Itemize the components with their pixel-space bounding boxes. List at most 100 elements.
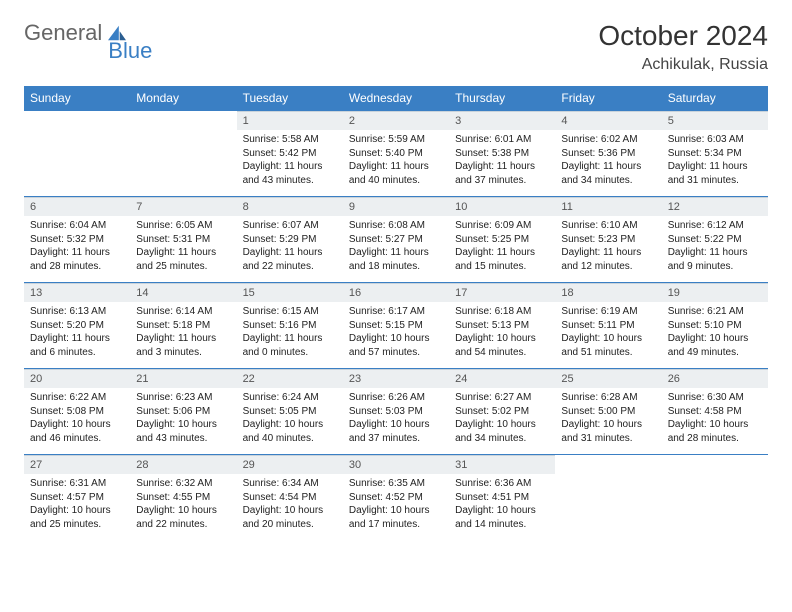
daylight-text: Daylight: 10 hours and 34 minutes. [455,418,549,445]
sunset-text: Sunset: 5:34 PM [668,147,762,161]
daylight-text: Daylight: 11 hours and 37 minutes. [455,160,549,187]
daylight-text: Daylight: 11 hours and 18 minutes. [349,246,443,273]
day-number: 3 [449,111,555,130]
sunrise-text: Sunrise: 5:58 AM [243,133,337,147]
sunset-text: Sunset: 4:52 PM [349,491,443,505]
calendar-cell: 2Sunrise: 5:59 AMSunset: 5:40 PMDaylight… [343,111,449,197]
day-number: 12 [662,197,768,216]
sunrise-text: Sunrise: 6:23 AM [136,391,230,405]
daylight-text: Daylight: 11 hours and 15 minutes. [455,246,549,273]
sunrise-text: Sunrise: 6:07 AM [243,219,337,233]
day-info: Sunrise: 6:03 AMSunset: 5:34 PMDaylight:… [662,130,768,189]
sunrise-text: Sunrise: 6:24 AM [243,391,337,405]
daylight-text: Daylight: 11 hours and 0 minutes. [243,332,337,359]
day-info: Sunrise: 6:27 AMSunset: 5:02 PMDaylight:… [449,388,555,447]
sunrise-text: Sunrise: 6:30 AM [668,391,762,405]
day-number: 29 [237,455,343,474]
day-info: Sunrise: 6:18 AMSunset: 5:13 PMDaylight:… [449,302,555,361]
calendar-cell: 13Sunrise: 6:13 AMSunset: 5:20 PMDayligh… [24,283,130,369]
day-info: Sunrise: 6:32 AMSunset: 4:55 PMDaylight:… [130,474,236,533]
calendar-cell: 9Sunrise: 6:08 AMSunset: 5:27 PMDaylight… [343,197,449,283]
day-info: Sunrise: 6:05 AMSunset: 5:31 PMDaylight:… [130,216,236,275]
header: General Blue October 2024 Achikulak, Rus… [24,20,768,74]
sunset-text: Sunset: 5:25 PM [455,233,549,247]
daylight-text: Daylight: 10 hours and 31 minutes. [561,418,655,445]
sunset-text: Sunset: 5:13 PM [455,319,549,333]
sunrise-text: Sunrise: 6:28 AM [561,391,655,405]
sunset-text: Sunset: 5:05 PM [243,405,337,419]
calendar-row: 20Sunrise: 6:22 AMSunset: 5:08 PMDayligh… [24,369,768,455]
day-info: Sunrise: 6:14 AMSunset: 5:18 PMDaylight:… [130,302,236,361]
sunset-text: Sunset: 4:54 PM [243,491,337,505]
day-info: Sunrise: 6:28 AMSunset: 5:00 PMDaylight:… [555,388,661,447]
daylight-text: Daylight: 10 hours and 17 minutes. [349,504,443,531]
calendar-cell: 31Sunrise: 6:36 AMSunset: 4:51 PMDayligh… [449,455,555,541]
calendar-table: SundayMondayTuesdayWednesdayThursdayFrid… [24,86,768,541]
sunset-text: Sunset: 5:27 PM [349,233,443,247]
day-info: Sunrise: 6:10 AMSunset: 5:23 PMDaylight:… [555,216,661,275]
sunset-text: Sunset: 5:20 PM [30,319,124,333]
sunset-text: Sunset: 5:06 PM [136,405,230,419]
day-number: 26 [662,369,768,388]
sunrise-text: Sunrise: 6:12 AM [668,219,762,233]
column-header: Wednesday [343,86,449,111]
calendar-cell: 8Sunrise: 6:07 AMSunset: 5:29 PMDaylight… [237,197,343,283]
calendar-cell: 16Sunrise: 6:17 AMSunset: 5:15 PMDayligh… [343,283,449,369]
calendar-cell: 12Sunrise: 6:12 AMSunset: 5:22 PMDayligh… [662,197,768,283]
sunset-text: Sunset: 5:08 PM [30,405,124,419]
sunrise-text: Sunrise: 6:22 AM [30,391,124,405]
sunset-text: Sunset: 5:29 PM [243,233,337,247]
day-number: 13 [24,283,130,302]
column-header: Tuesday [237,86,343,111]
day-number: 16 [343,283,449,302]
logo: General Blue [24,20,152,46]
day-number: 8 [237,197,343,216]
calendar-cell: 1Sunrise: 5:58 AMSunset: 5:42 PMDaylight… [237,111,343,197]
title-block: October 2024 Achikulak, Russia [598,20,768,74]
daylight-text: Daylight: 11 hours and 43 minutes. [243,160,337,187]
sunset-text: Sunset: 5:23 PM [561,233,655,247]
daylight-text: Daylight: 10 hours and 25 minutes. [30,504,124,531]
day-number: 21 [130,369,236,388]
day-info: Sunrise: 6:15 AMSunset: 5:16 PMDaylight:… [237,302,343,361]
day-info: Sunrise: 6:13 AMSunset: 5:20 PMDaylight:… [24,302,130,361]
day-number: 15 [237,283,343,302]
daylight-text: Daylight: 10 hours and 43 minutes. [136,418,230,445]
calendar-cell: 5Sunrise: 6:03 AMSunset: 5:34 PMDaylight… [662,111,768,197]
column-header: Sunday [24,86,130,111]
sunset-text: Sunset: 5:42 PM [243,147,337,161]
day-number: 2 [343,111,449,130]
column-header: Saturday [662,86,768,111]
logo-text-2: Blue [108,38,152,64]
sunrise-text: Sunrise: 6:17 AM [349,305,443,319]
logo-text-1: General [24,20,102,46]
sunset-text: Sunset: 5:00 PM [561,405,655,419]
calendar-cell: 25Sunrise: 6:28 AMSunset: 5:00 PMDayligh… [555,369,661,455]
sunset-text: Sunset: 5:38 PM [455,147,549,161]
daylight-text: Daylight: 10 hours and 46 minutes. [30,418,124,445]
sunrise-text: Sunrise: 6:05 AM [136,219,230,233]
daylight-text: Daylight: 11 hours and 12 minutes. [561,246,655,273]
sunrise-text: Sunrise: 6:18 AM [455,305,549,319]
day-info: Sunrise: 5:58 AMSunset: 5:42 PMDaylight:… [237,130,343,189]
daylight-text: Daylight: 11 hours and 28 minutes. [30,246,124,273]
sunset-text: Sunset: 4:55 PM [136,491,230,505]
calendar-cell: 20Sunrise: 6:22 AMSunset: 5:08 PMDayligh… [24,369,130,455]
day-number: 28 [130,455,236,474]
day-number: 19 [662,283,768,302]
sunrise-text: Sunrise: 6:27 AM [455,391,549,405]
sunrise-text: Sunrise: 6:19 AM [561,305,655,319]
day-number: 14 [130,283,236,302]
sunrise-text: Sunrise: 6:36 AM [455,477,549,491]
calendar-row: 27Sunrise: 6:31 AMSunset: 4:57 PMDayligh… [24,455,768,541]
daylight-text: Daylight: 10 hours and 20 minutes. [243,504,337,531]
daylight-text: Daylight: 11 hours and 25 minutes. [136,246,230,273]
day-info: Sunrise: 6:09 AMSunset: 5:25 PMDaylight:… [449,216,555,275]
calendar-cell: . [24,111,130,197]
sunset-text: Sunset: 5:22 PM [668,233,762,247]
sunrise-text: Sunrise: 6:13 AM [30,305,124,319]
sunset-text: Sunset: 5:03 PM [349,405,443,419]
sunrise-text: Sunrise: 5:59 AM [349,133,443,147]
day-number: 27 [24,455,130,474]
column-header: Monday [130,86,236,111]
